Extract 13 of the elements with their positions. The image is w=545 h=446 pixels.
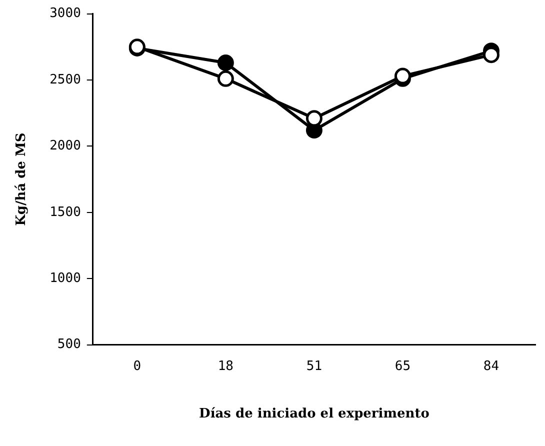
y-tick-label: 500 <box>57 337 81 352</box>
y-tick-label: 1500 <box>50 204 81 220</box>
x-tick-label: 51 <box>306 358 322 374</box>
x-axis-title: Días de iniciado el experimento <box>199 406 430 422</box>
y-tick-label: 3000 <box>50 6 81 22</box>
y-axis-title: Kg/há de MS <box>14 132 30 226</box>
y-tick-label: 1000 <box>50 270 81 286</box>
x-tick-label: 84 <box>483 358 500 374</box>
x-tick-label: 18 <box>218 358 234 374</box>
y-tick-label: 2500 <box>50 72 81 88</box>
x-tick-label: 65 <box>394 358 411 374</box>
x-tick-label: 0 <box>133 358 142 374</box>
y-tick-label: 2000 <box>50 138 81 154</box>
